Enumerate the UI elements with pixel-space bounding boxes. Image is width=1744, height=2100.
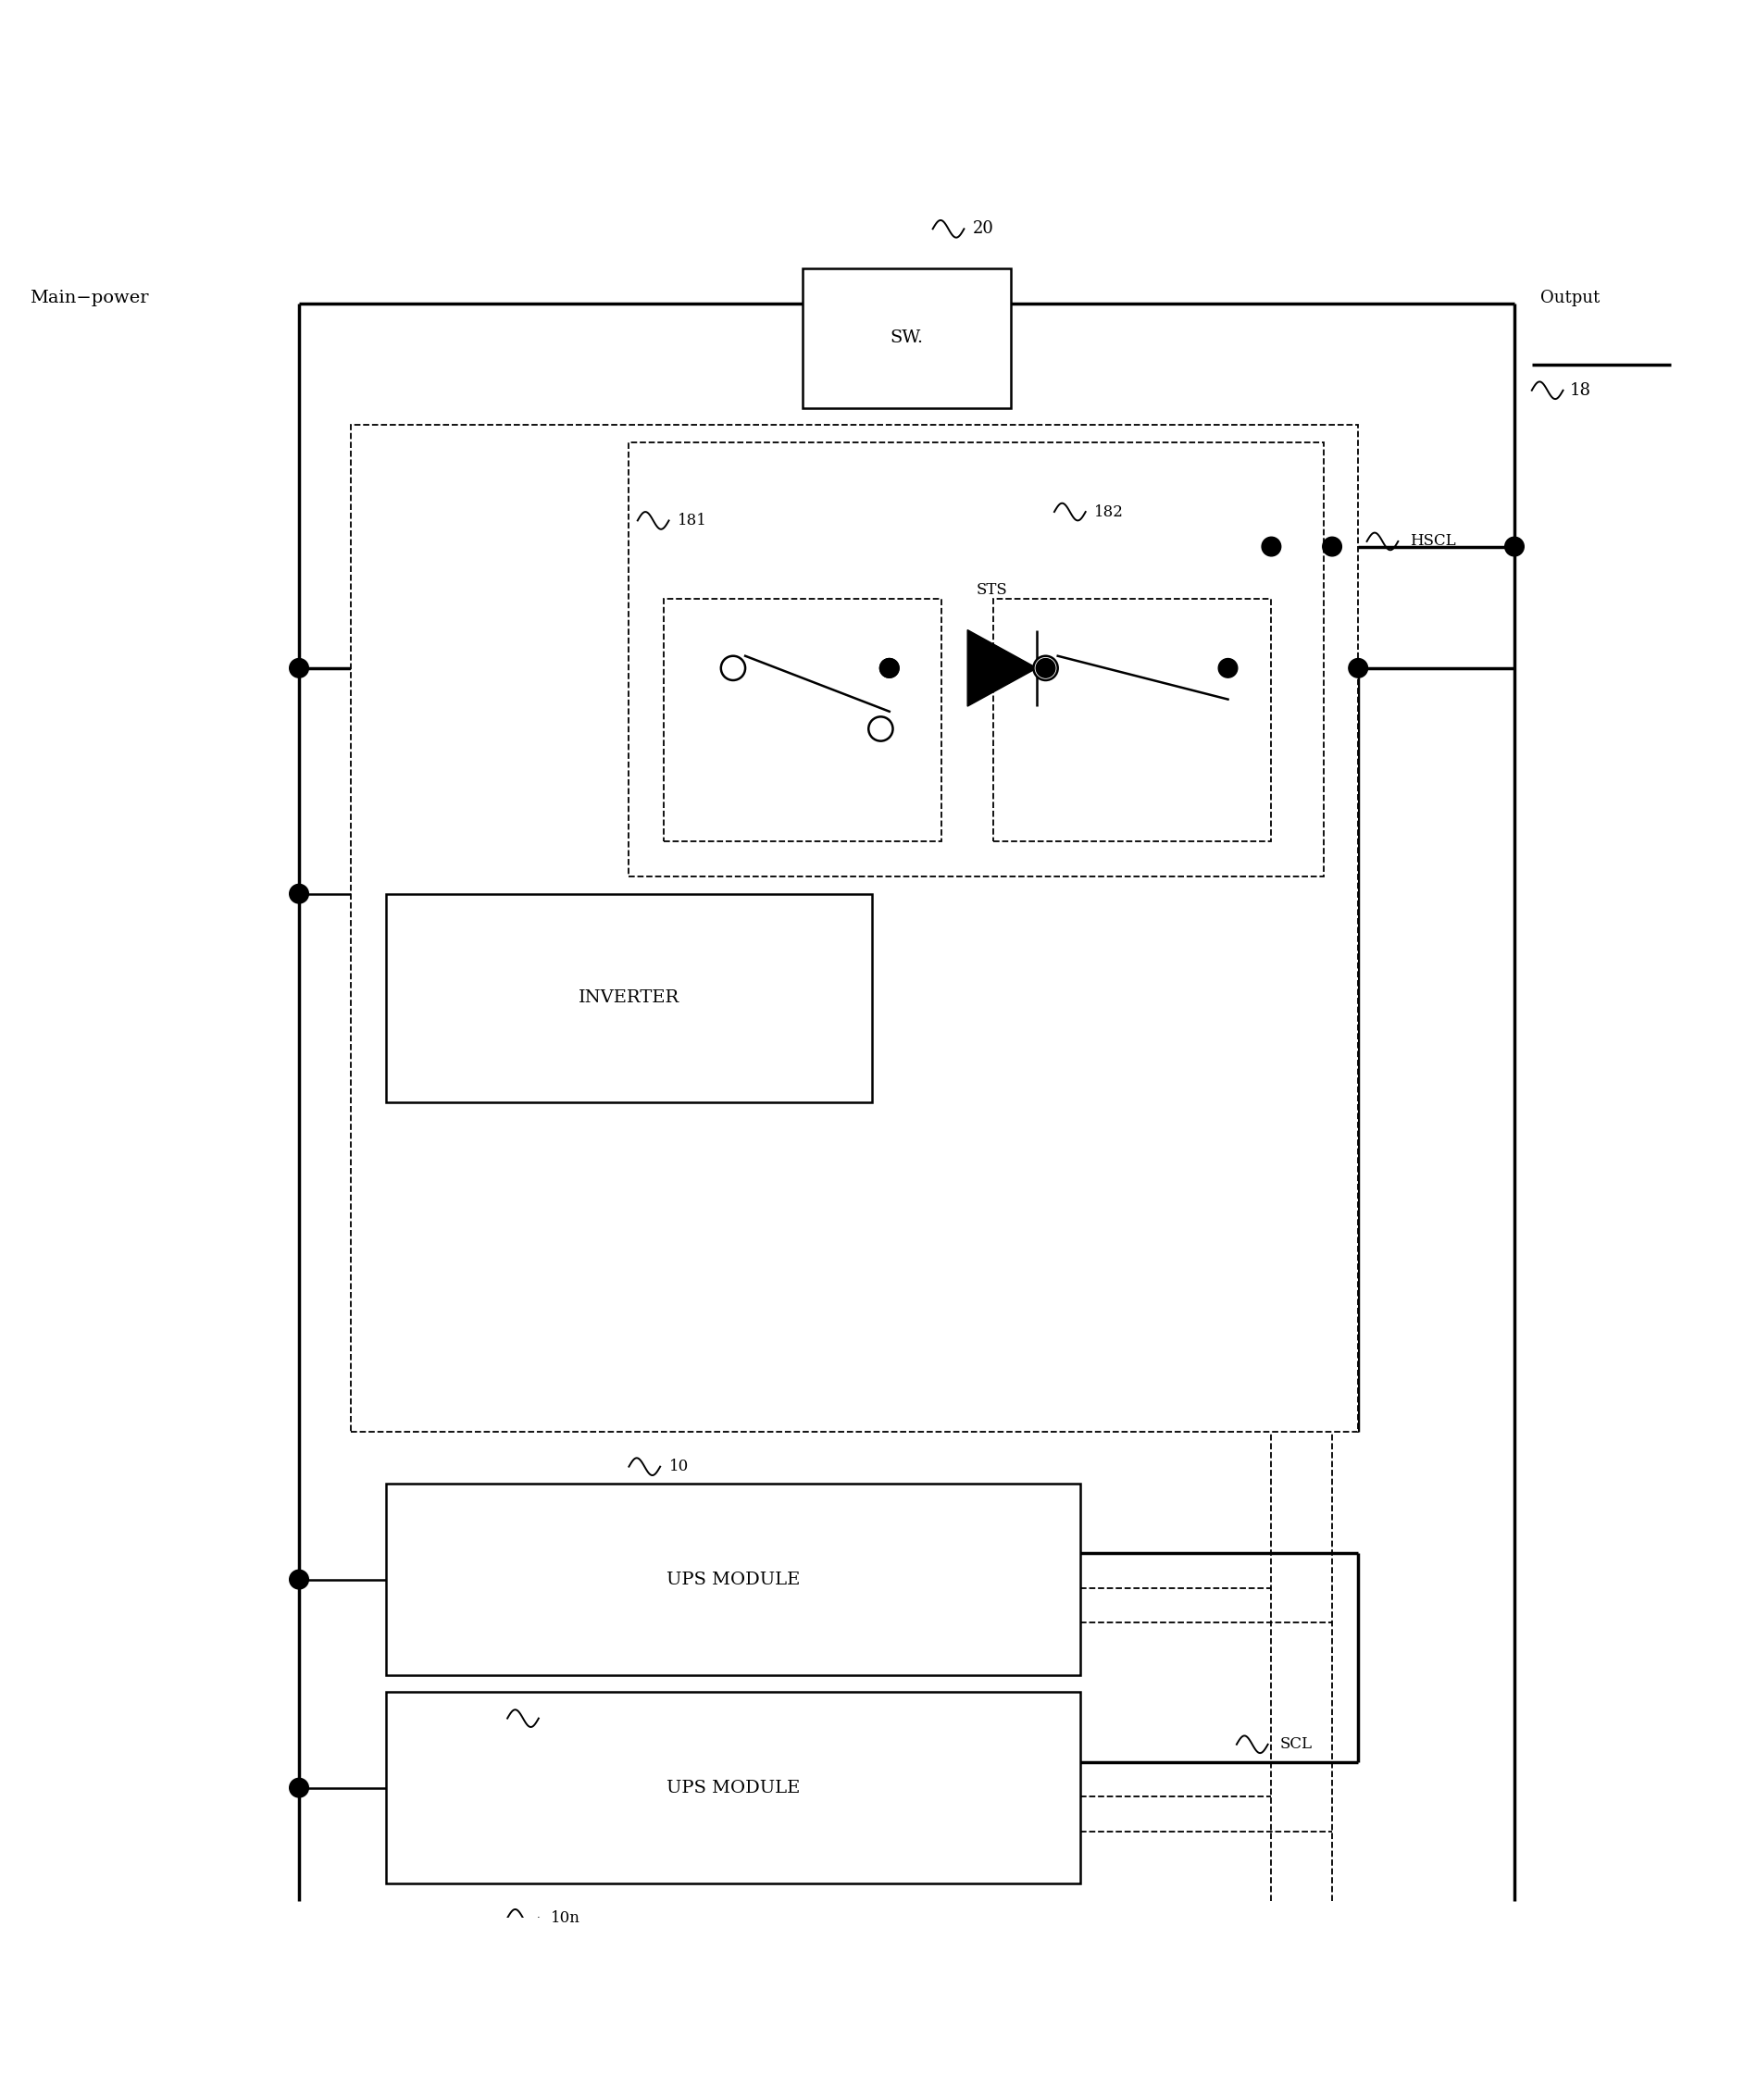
- Bar: [994, 598, 1271, 842]
- Text: 10n: 10n: [551, 1911, 581, 1926]
- Text: UPS MODULE: UPS MODULE: [666, 1571, 800, 1588]
- Circle shape: [720, 655, 745, 680]
- Circle shape: [879, 659, 898, 678]
- Bar: [802, 269, 1012, 407]
- Text: 18: 18: [1570, 382, 1591, 399]
- Text: SCL: SCL: [1280, 1737, 1313, 1751]
- Text: 20: 20: [973, 221, 994, 237]
- Circle shape: [1036, 659, 1055, 678]
- Text: 181: 181: [677, 512, 706, 529]
- Text: UPS MODULE: UPS MODULE: [666, 1779, 800, 1796]
- Polygon shape: [968, 630, 1038, 706]
- Bar: [664, 598, 942, 842]
- Circle shape: [290, 1571, 309, 1590]
- Text: SW.: SW.: [889, 330, 923, 346]
- Bar: [351, 424, 1359, 1432]
- Circle shape: [1219, 659, 1238, 678]
- Text: INVERTER: INVERTER: [579, 989, 680, 1006]
- Bar: [385, 895, 872, 1102]
- Circle shape: [290, 659, 309, 678]
- Circle shape: [290, 1779, 309, 1798]
- Bar: [630, 443, 1324, 876]
- Circle shape: [879, 659, 898, 678]
- Text: HSCL: HSCL: [1411, 533, 1456, 550]
- Bar: [385, 1693, 1080, 1884]
- Text: 101: 101: [551, 1712, 581, 1726]
- Circle shape: [1034, 655, 1059, 680]
- Text: 10: 10: [670, 1460, 689, 1474]
- Circle shape: [1263, 538, 1280, 557]
- Text: Output: Output: [1540, 290, 1599, 307]
- Circle shape: [869, 716, 893, 741]
- Bar: [385, 1485, 1080, 1676]
- Circle shape: [1322, 538, 1341, 557]
- Circle shape: [1348, 659, 1367, 678]
- Circle shape: [290, 884, 309, 903]
- Text: 182: 182: [1093, 504, 1123, 519]
- Text: STS: STS: [977, 582, 1008, 598]
- Circle shape: [1505, 538, 1524, 557]
- Text: Main−power: Main−power: [30, 290, 148, 307]
